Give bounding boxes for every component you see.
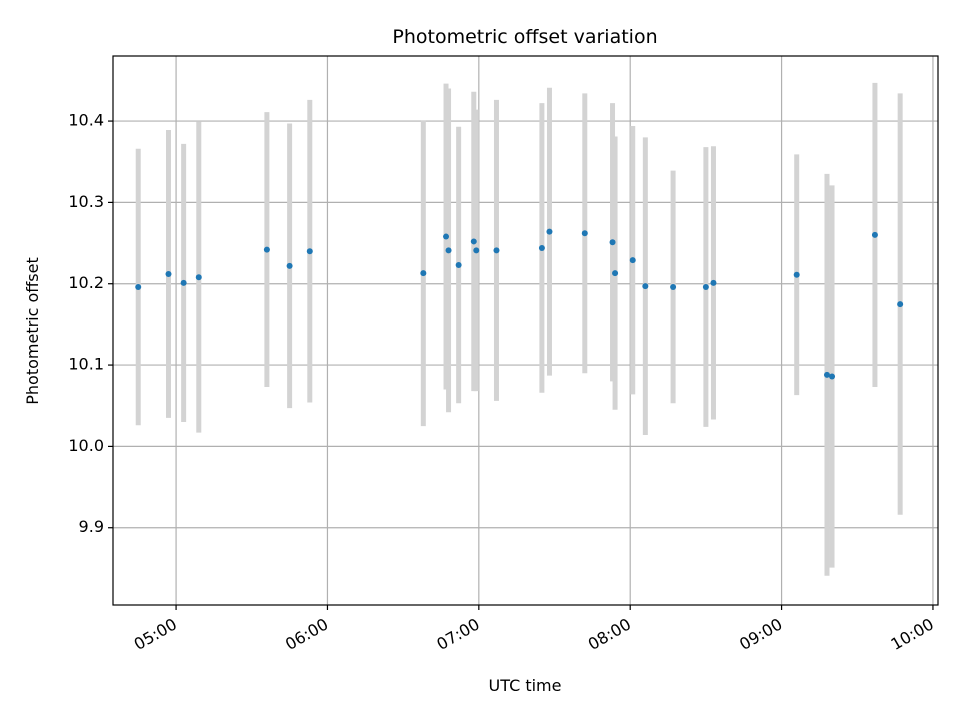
- data-point: [443, 233, 450, 240]
- chart-title: Photometric offset variation: [392, 26, 657, 48]
- data-point: [135, 283, 142, 290]
- data-point: [180, 279, 187, 286]
- data-point: [493, 247, 500, 254]
- y-tick-label: 10.3: [68, 192, 104, 211]
- data-point: [546, 228, 553, 235]
- x-tick-label: 06:00: [282, 614, 331, 654]
- data-point: [581, 230, 588, 237]
- data-point: [473, 247, 480, 254]
- data-point: [195, 274, 202, 281]
- y-axis-ticks: 9.9 10.0 10.1 10.2 10.3 10.4: [68, 111, 113, 536]
- data-points: [135, 228, 904, 380]
- data-point: [420, 270, 427, 277]
- data-point: [445, 247, 452, 254]
- data-point: [823, 371, 830, 378]
- x-tick-label: 09:00: [736, 614, 785, 654]
- y-axis-title: Photometric offset: [23, 257, 42, 405]
- y-tick-label: 10.4: [68, 111, 104, 130]
- data-point: [470, 238, 477, 245]
- data-point: [455, 262, 462, 269]
- x-axis-ticks: 05:00 06:00 07:00 08:00 09:00 10:00: [131, 605, 937, 654]
- data-point: [670, 283, 677, 290]
- data-point: [793, 271, 800, 278]
- data-point: [165, 270, 172, 277]
- data-point: [609, 239, 616, 246]
- data-point: [642, 283, 649, 290]
- data-point: [263, 246, 270, 253]
- data-point: [871, 231, 878, 238]
- data-point: [538, 244, 545, 251]
- y-tick-label: 10.1: [68, 355, 104, 374]
- x-tick-label: 05:00: [131, 614, 180, 654]
- x-tick-label: 07:00: [433, 614, 482, 654]
- error-bars: [135, 82, 903, 576]
- data-point: [306, 248, 313, 255]
- data-point: [702, 283, 709, 290]
- y-tick-label: 9.9: [79, 517, 104, 536]
- y-tick-label: 10.0: [68, 436, 104, 455]
- x-axis-title: UTC time: [489, 676, 562, 695]
- x-tick-label: 10:00: [888, 614, 937, 654]
- data-point: [897, 301, 904, 308]
- data-point: [612, 270, 619, 277]
- grid: [113, 56, 938, 605]
- data-point: [829, 373, 836, 380]
- data-point: [286, 262, 293, 269]
- x-tick-label: 08:00: [585, 614, 634, 654]
- plot-frame: [112, 55, 939, 606]
- y-tick-label: 10.2: [68, 273, 104, 292]
- data-point: [629, 257, 636, 264]
- data-point: [710, 279, 717, 286]
